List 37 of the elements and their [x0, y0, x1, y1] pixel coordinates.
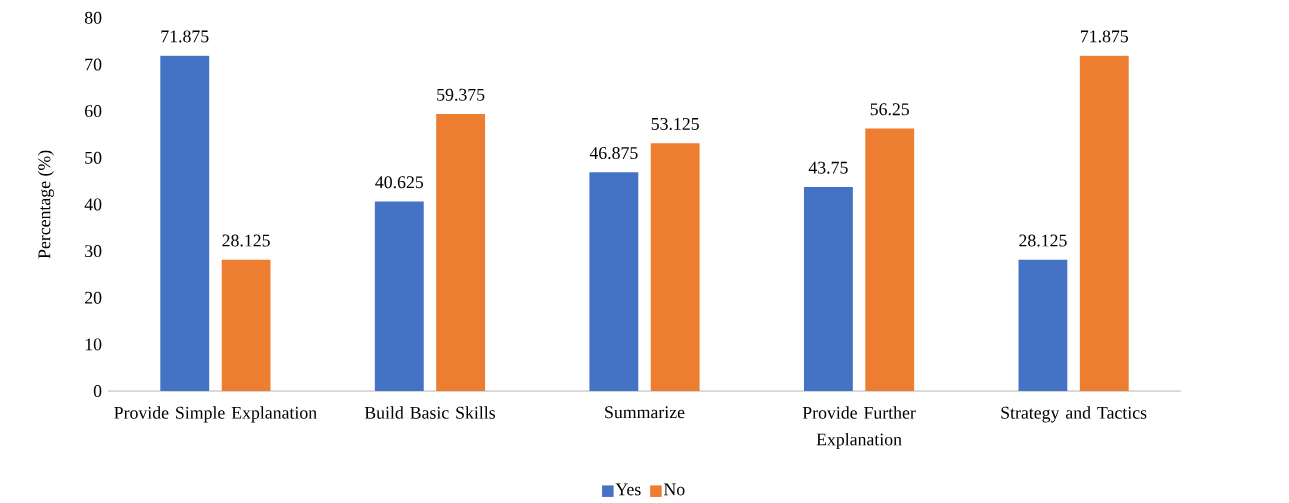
y-tick-label: 50	[85, 151, 102, 164]
bar	[374, 201, 424, 392]
bar	[865, 128, 915, 392]
x-tick-label: Strategy and Tactics	[1001, 406, 1147, 423]
x-tick-label: Build Basic Skills	[364, 406, 495, 419]
y-tick-label: 60	[85, 105, 102, 118]
data-label: 71.875	[1080, 30, 1129, 43]
bar	[650, 143, 700, 392]
data-label: 28.125	[222, 234, 270, 247]
data-label: 56.25	[870, 103, 910, 116]
bar	[1079, 55, 1129, 392]
y-tick-label: 30	[85, 245, 102, 258]
legend-label: Yes	[615, 483, 641, 496]
data-label: 28.125	[1019, 234, 1067, 247]
data-label: 53.125	[651, 117, 699, 130]
x-tick-label: Summarize	[605, 406, 685, 419]
bar	[1018, 259, 1068, 392]
y-tick-label: 10	[85, 338, 102, 351]
x-tick-label: Provide Further Explanation	[802, 406, 916, 450]
bar	[160, 55, 210, 392]
data-label: 59.375	[437, 88, 485, 101]
data-label: 40.625	[375, 176, 424, 189]
y-tick-label: 40	[84, 198, 102, 211]
bar	[803, 186, 853, 392]
y-axis-title: Percentage (%)	[37, 150, 55, 259]
y-tick-label: 70	[85, 58, 102, 71]
legend-label: No	[663, 483, 685, 496]
y-tick-label: 0	[93, 385, 102, 398]
x-tick-label: Provide Simple Explanation	[114, 406, 317, 423]
bar	[589, 172, 639, 392]
bar	[436, 114, 486, 392]
y-tick-label: 80	[84, 11, 102, 24]
y-tick-label: 20	[85, 291, 102, 304]
data-label: 43.75	[808, 161, 848, 174]
data-label: 71.875	[161, 30, 209, 43]
bar	[221, 259, 271, 392]
data-label: 46.875	[589, 147, 638, 160]
